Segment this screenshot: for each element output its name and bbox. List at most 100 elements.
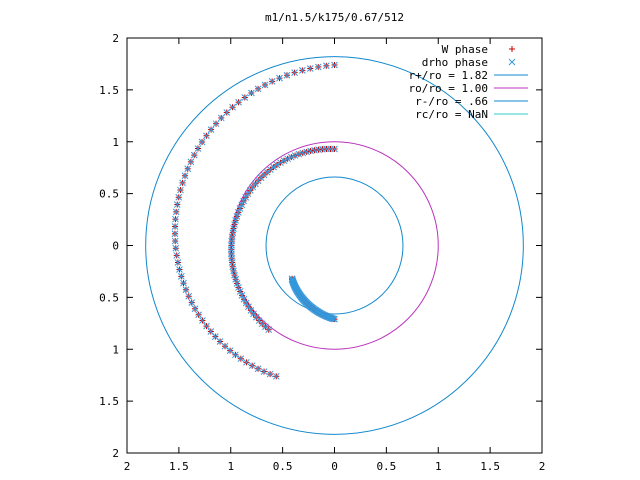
drho-phase-point — [244, 190, 252, 198]
y-tick-label: 1.5 — [99, 84, 119, 97]
drho-phase-point — [207, 126, 215, 133]
drho-phase-point — [236, 288, 244, 295]
drho-phase-point — [314, 63, 322, 71]
drho-phase-point — [217, 114, 225, 122]
drho-phase-point — [299, 67, 306, 74]
drho-phase-point — [212, 120, 220, 128]
drho-phase-point — [233, 212, 241, 220]
drho-phase-point — [265, 326, 273, 334]
y-tick-label: 2 — [112, 32, 119, 45]
drho-phase-point — [176, 266, 183, 273]
x-tick-label: 1.5 — [169, 460, 189, 473]
drho-phase-point — [171, 223, 179, 230]
drho-phase-point — [307, 147, 314, 155]
drho-phase-point — [229, 103, 236, 111]
y-tick-label: 1 — [112, 343, 119, 356]
drho-phase-point — [190, 151, 198, 159]
phase-points — [171, 61, 338, 380]
drho-phase-point — [240, 295, 248, 303]
drho-phase-point — [175, 193, 183, 201]
drho-phase-point — [171, 230, 179, 238]
x-tick-label: 2 — [124, 460, 131, 473]
drho-phase-point — [177, 273, 185, 280]
axis-ticks: 2 1.5 1 0.5 0 0.5 1 1.5 221.510.500.511.52 — [99, 32, 545, 473]
legend-label: r-/ro = .66 — [415, 95, 488, 108]
x-tick-label: 2 — [539, 460, 546, 473]
x-tick-label: 0.5 — [273, 460, 293, 473]
drho-phase-point — [179, 179, 186, 187]
drho-phase-point — [191, 305, 199, 313]
drho-phase-point — [199, 317, 206, 324]
circle-r — [145, 56, 524, 435]
x-tick-label: 0.5 — [376, 460, 396, 473]
legend-label: W phase — [442, 43, 488, 56]
drho-phase-point — [322, 62, 330, 70]
drho-phase-point — [249, 183, 257, 191]
legend-label: drho phase — [422, 56, 488, 69]
drho-phase-point — [277, 159, 284, 167]
drho-phase-point — [268, 78, 276, 85]
drho-phase-point — [242, 194, 250, 201]
drho-phase-point — [231, 271, 238, 279]
drho-phase-point — [299, 149, 307, 157]
drho-phase-point — [331, 61, 338, 69]
y-tick-label: 1.5 — [99, 395, 119, 408]
drho-phase-point — [173, 252, 181, 259]
legend-marker-cross — [508, 58, 516, 66]
x-tick-label: 1.5 — [480, 460, 500, 473]
drho-phase-point — [306, 65, 314, 72]
y-tick-label: 2 — [112, 447, 119, 460]
drho-phase-point — [232, 351, 239, 359]
drho-phase-point — [254, 365, 262, 373]
drho-phase-point — [173, 201, 181, 208]
drho-phase-point — [287, 153, 295, 161]
drho-phase-point — [171, 237, 179, 245]
drho-phase-point — [303, 148, 310, 156]
drho-phase-point — [232, 217, 239, 224]
drho-phase-point — [272, 372, 280, 380]
x-tick-label: 1 — [227, 460, 234, 473]
y-tick-label: 1 — [112, 136, 119, 149]
drho-phase-point — [177, 186, 184, 194]
drho-phase-point — [261, 81, 269, 89]
drho-phase-point — [241, 94, 249, 101]
drho-phase-point — [231, 221, 238, 228]
legend-label: ro/ro = 1.00 — [409, 82, 488, 95]
drho-phase-point — [203, 322, 210, 330]
drho-phase-point — [248, 89, 255, 97]
drho-phase-point — [172, 208, 180, 216]
drho-phase-point — [284, 155, 291, 163]
drho-phase-point — [233, 280, 241, 287]
drho-phase-point — [195, 311, 202, 319]
y-tick-label: 0 — [112, 240, 119, 253]
drho-phase-point — [180, 279, 187, 287]
drho-phase-point — [291, 152, 299, 159]
drho-phase-point — [280, 157, 288, 165]
drho-phase-point — [254, 85, 262, 93]
drho-phase-point — [270, 163, 277, 171]
y-tick-label: 0.5 — [99, 291, 119, 304]
y-tick-label: 0.5 — [99, 188, 119, 201]
drho-phase-point — [295, 150, 303, 158]
chart-title: m1/n1.5/k175/0.67/512 — [265, 11, 404, 24]
drho-phase-point — [236, 205, 244, 212]
drho-phase-point — [223, 109, 231, 116]
drho-phase-point — [245, 303, 252, 311]
drho-phase-point — [235, 209, 242, 216]
drho-phase-point — [198, 138, 206, 146]
drho-phase-point — [240, 197, 248, 205]
drho-phase-point — [238, 292, 246, 299]
x-tick-label: 1 — [435, 460, 442, 473]
drho-phase-point — [242, 299, 250, 307]
drho-phase-point — [188, 299, 196, 306]
drho-phase-point — [174, 259, 182, 266]
drho-phase-point — [187, 158, 195, 166]
drho-phase-point — [194, 145, 202, 152]
drho-phase-point — [237, 355, 245, 363]
drho-phase-point — [246, 187, 254, 194]
drho-phase-point — [182, 286, 190, 294]
drho-phase-point — [238, 201, 246, 209]
drho-phase-point — [248, 362, 256, 370]
drho-phase-point — [235, 284, 242, 291]
